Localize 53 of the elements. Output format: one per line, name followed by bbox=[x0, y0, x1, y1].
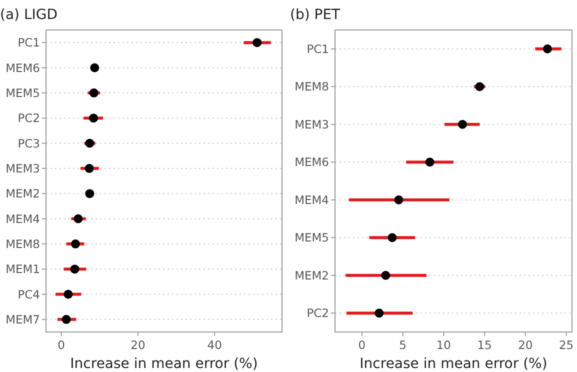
point bbox=[381, 270, 390, 280]
point bbox=[71, 239, 80, 248]
point bbox=[394, 195, 404, 204]
y-tick-label: MEM6 bbox=[294, 155, 329, 170]
x-tick-label: 25 bbox=[558, 338, 574, 352]
y-tick-label: MEM2 bbox=[6, 186, 40, 201]
y-tick-label: PC1 bbox=[18, 36, 40, 50]
x-axis-title: Increase in mean error (%) bbox=[70, 356, 258, 372]
x-tick-label: 15 bbox=[477, 338, 492, 352]
x-tick-label: 0 bbox=[358, 338, 366, 352]
point bbox=[62, 314, 71, 324]
y-tick-label: MEM5 bbox=[6, 86, 40, 100]
y-tick-label: PC2 bbox=[18, 111, 40, 126]
x-tick-label: 20 bbox=[518, 338, 533, 352]
point bbox=[74, 214, 83, 224]
y-tick-label: PC4 bbox=[18, 287, 40, 302]
x-tick-label: 5 bbox=[399, 338, 406, 352]
y-tick-label: MEM5 bbox=[294, 230, 329, 245]
point bbox=[90, 63, 100, 72]
y-tick-label: MEM2 bbox=[294, 268, 329, 282]
y-tick-label: PC1 bbox=[306, 42, 329, 56]
x-tick-label: 20 bbox=[130, 338, 146, 352]
point bbox=[542, 44, 552, 54]
point bbox=[64, 290, 73, 299]
point bbox=[475, 82, 484, 92]
point bbox=[374, 308, 384, 318]
chart-title: (b) PET bbox=[290, 7, 341, 23]
y-tick-label: MEM6 bbox=[6, 60, 40, 75]
point bbox=[89, 88, 98, 98]
x-tick-label: 10 bbox=[436, 338, 452, 352]
y-tick-label: MEM8 bbox=[294, 80, 329, 94]
y-tick-label: MEM4 bbox=[294, 192, 329, 207]
y-tick-label: MEM4 bbox=[6, 212, 40, 226]
point bbox=[252, 38, 262, 48]
point bbox=[84, 164, 94, 173]
y-tick-label: PC2 bbox=[306, 306, 329, 320]
point bbox=[85, 138, 94, 148]
y-tick-label: PC3 bbox=[18, 136, 40, 150]
point bbox=[85, 189, 94, 198]
point bbox=[89, 114, 98, 123]
y-tick-label: MEM7 bbox=[6, 312, 40, 326]
point bbox=[458, 120, 467, 129]
y-tick-label: MEM3 bbox=[6, 161, 40, 176]
x-tick-label: 0 bbox=[58, 338, 65, 352]
x-axis-title: Increase in mean error (%) bbox=[360, 356, 548, 372]
y-tick-label: MEM8 bbox=[6, 236, 40, 251]
point bbox=[388, 233, 397, 242]
y-tick-label: MEM1 bbox=[6, 262, 40, 276]
point bbox=[70, 264, 80, 274]
point bbox=[425, 158, 434, 167]
y-tick-label: MEM3 bbox=[294, 117, 329, 132]
chart-title: (a) LIGD bbox=[0, 7, 58, 23]
x-tick-label: 40 bbox=[207, 338, 222, 352]
